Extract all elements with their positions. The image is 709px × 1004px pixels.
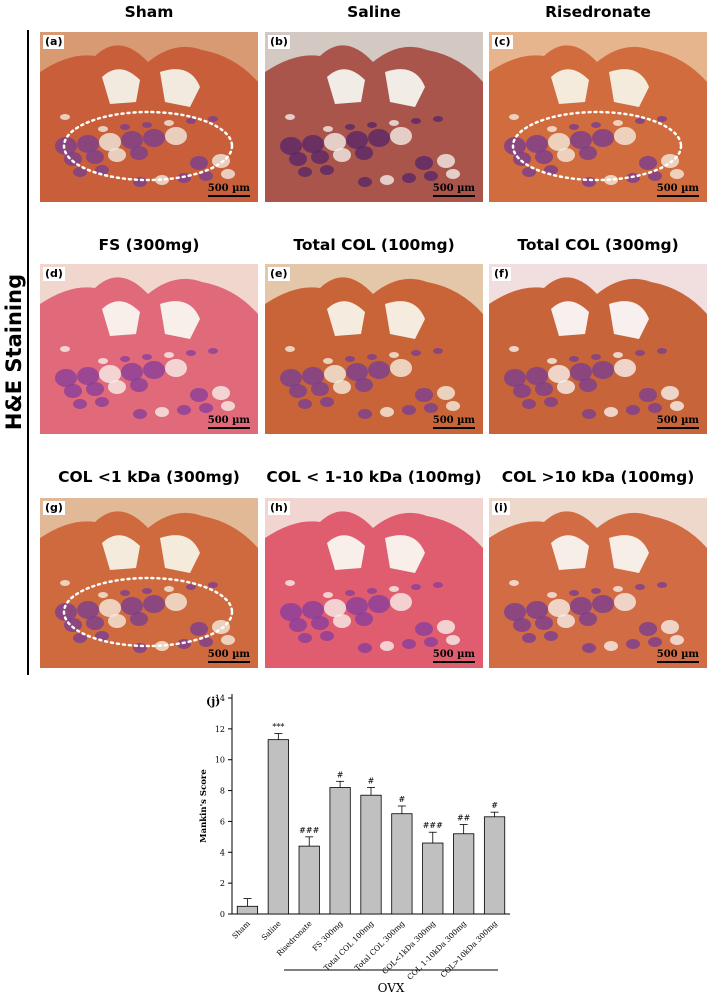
y-tick-label: 8 — [220, 787, 225, 796]
scale-bar-label: 500 µm — [432, 415, 475, 426]
micrograph-image — [265, 264, 483, 434]
scale-bar: 500 µm — [432, 415, 475, 429]
significance-label: # — [368, 776, 375, 785]
y-tick-label: 6 — [220, 817, 225, 826]
micrograph-panel: (h) 500 µm — [265, 498, 483, 668]
panel-title: COL < 1-10 kDa (100mg) — [266, 468, 482, 486]
scale-bar-line — [656, 195, 699, 197]
bar — [236, 905, 259, 915]
scale-bar-line — [207, 661, 250, 663]
micrograph-image — [40, 264, 258, 434]
micrograph-panel: (e) 500 µm — [265, 264, 483, 434]
bar — [391, 813, 413, 915]
y-tick-label: 10 — [215, 756, 225, 765]
panel-label: (h) — [268, 501, 290, 515]
scale-bar-label: 500 µm — [656, 649, 699, 660]
micrograph-panel: (b) 500 µm — [265, 32, 483, 202]
scale-bar-line — [207, 195, 250, 197]
micrograph-image — [40, 32, 258, 202]
scale-bar: 500 µm — [656, 415, 699, 429]
panel-title: COL <1 kDa (300mg) — [58, 468, 240, 486]
micrograph-image — [489, 264, 707, 434]
panel-title: COL >10 kDa (100mg) — [501, 468, 695, 486]
micrograph-image — [265, 32, 483, 202]
bar — [453, 833, 475, 915]
x-tick-label: COL 1-10kDa 300mg — [405, 919, 468, 982]
micrograph-panel: (f) 500 µm — [489, 264, 707, 434]
micrograph-panel: (c) 500 µm — [489, 32, 707, 202]
scale-bar-line — [656, 427, 699, 429]
micrograph-panel: (i) 500 µm — [489, 498, 707, 668]
panel-title: Total COL (300mg) — [517, 236, 679, 254]
micrograph-panel: (d) 500 µm — [40, 264, 258, 434]
side-label: H&E Staining — [2, 273, 26, 431]
significance-label: *** — [272, 722, 284, 731]
x-axis-title: OVX — [378, 981, 405, 995]
scale-bar-label: 500 µm — [207, 649, 250, 660]
y-tick-label: 14 — [215, 694, 225, 703]
bar-chart: (j) 0 2 4 6 8 10 12 14 Mankin's Score Sham *** Salin… — [199, 694, 510, 995]
y-tick-label: 0 — [220, 910, 225, 919]
significance-label: # — [491, 801, 498, 810]
micrograph-panel: (a) 500 µm — [40, 32, 258, 202]
scale-bar-label: 500 µm — [207, 415, 250, 426]
scale-bar: 500 µm — [207, 183, 250, 197]
panel-title: Sham — [124, 3, 174, 21]
scale-bar: 500 µm — [207, 415, 250, 429]
y-tick-label: 4 — [220, 848, 225, 857]
panel-title: FS (300mg) — [98, 236, 200, 254]
chart-panel-label: (j) — [206, 695, 220, 708]
scale-bar-line — [432, 661, 475, 663]
micrograph-image — [40, 498, 258, 668]
panel-label: (d) — [43, 267, 65, 281]
panel-label: (i) — [492, 501, 510, 515]
micrograph-panel: (g) 500 µm — [40, 498, 258, 668]
scale-bar-label: 500 µm — [432, 649, 475, 660]
panel-title: Saline — [347, 3, 401, 21]
micrograph-image — [489, 498, 707, 668]
panel-label: (g) — [43, 501, 65, 515]
significance-label: ### — [299, 826, 319, 835]
bar — [298, 845, 320, 915]
significance-label: # — [337, 770, 344, 779]
significance-label: # — [399, 795, 406, 804]
panel-label: (e) — [268, 267, 290, 281]
panel-label: (b) — [268, 35, 290, 49]
scale-bar-label: 500 µm — [432, 183, 475, 194]
panel-title: Risedronate — [545, 3, 651, 21]
bar — [483, 816, 506, 915]
x-tick-label: Saline — [260, 919, 284, 943]
scale-bar-label: 500 µm — [207, 183, 250, 194]
x-tick-label: COL<1kDa 300mg — [380, 919, 437, 976]
scale-bar-line — [656, 661, 699, 663]
y-axis-title: Mankin's Score — [199, 769, 209, 843]
scale-bar-label: 500 µm — [656, 183, 699, 194]
scale-bar: 500 µm — [207, 649, 250, 663]
scale-bar-label: 500 µm — [656, 415, 699, 426]
panel-title: Total COL (100mg) — [293, 236, 455, 254]
y-tick-label: 12 — [215, 725, 225, 734]
micrograph-image — [265, 498, 483, 668]
micrograph-image — [489, 32, 707, 202]
panel-label: (f) — [492, 267, 511, 281]
scale-bar-line — [432, 427, 475, 429]
side-rule — [27, 30, 29, 675]
panel-label: (a) — [43, 35, 65, 49]
panel-label: (c) — [492, 35, 513, 49]
significance-label: ## — [457, 814, 471, 823]
y-tick-label: 2 — [220, 879, 225, 888]
bar — [329, 787, 351, 915]
x-tick-label: Sham — [230, 919, 252, 941]
scale-bar: 500 µm — [656, 183, 699, 197]
bar — [422, 842, 444, 915]
scale-bar: 500 µm — [432, 649, 475, 663]
significance-label: ### — [423, 821, 443, 830]
scale-bar: 500 µm — [432, 183, 475, 197]
bar — [360, 794, 382, 915]
scale-bar: 500 µm — [656, 649, 699, 663]
scale-bar-line — [207, 427, 250, 429]
scale-bar-line — [432, 195, 475, 197]
bar — [267, 739, 289, 915]
